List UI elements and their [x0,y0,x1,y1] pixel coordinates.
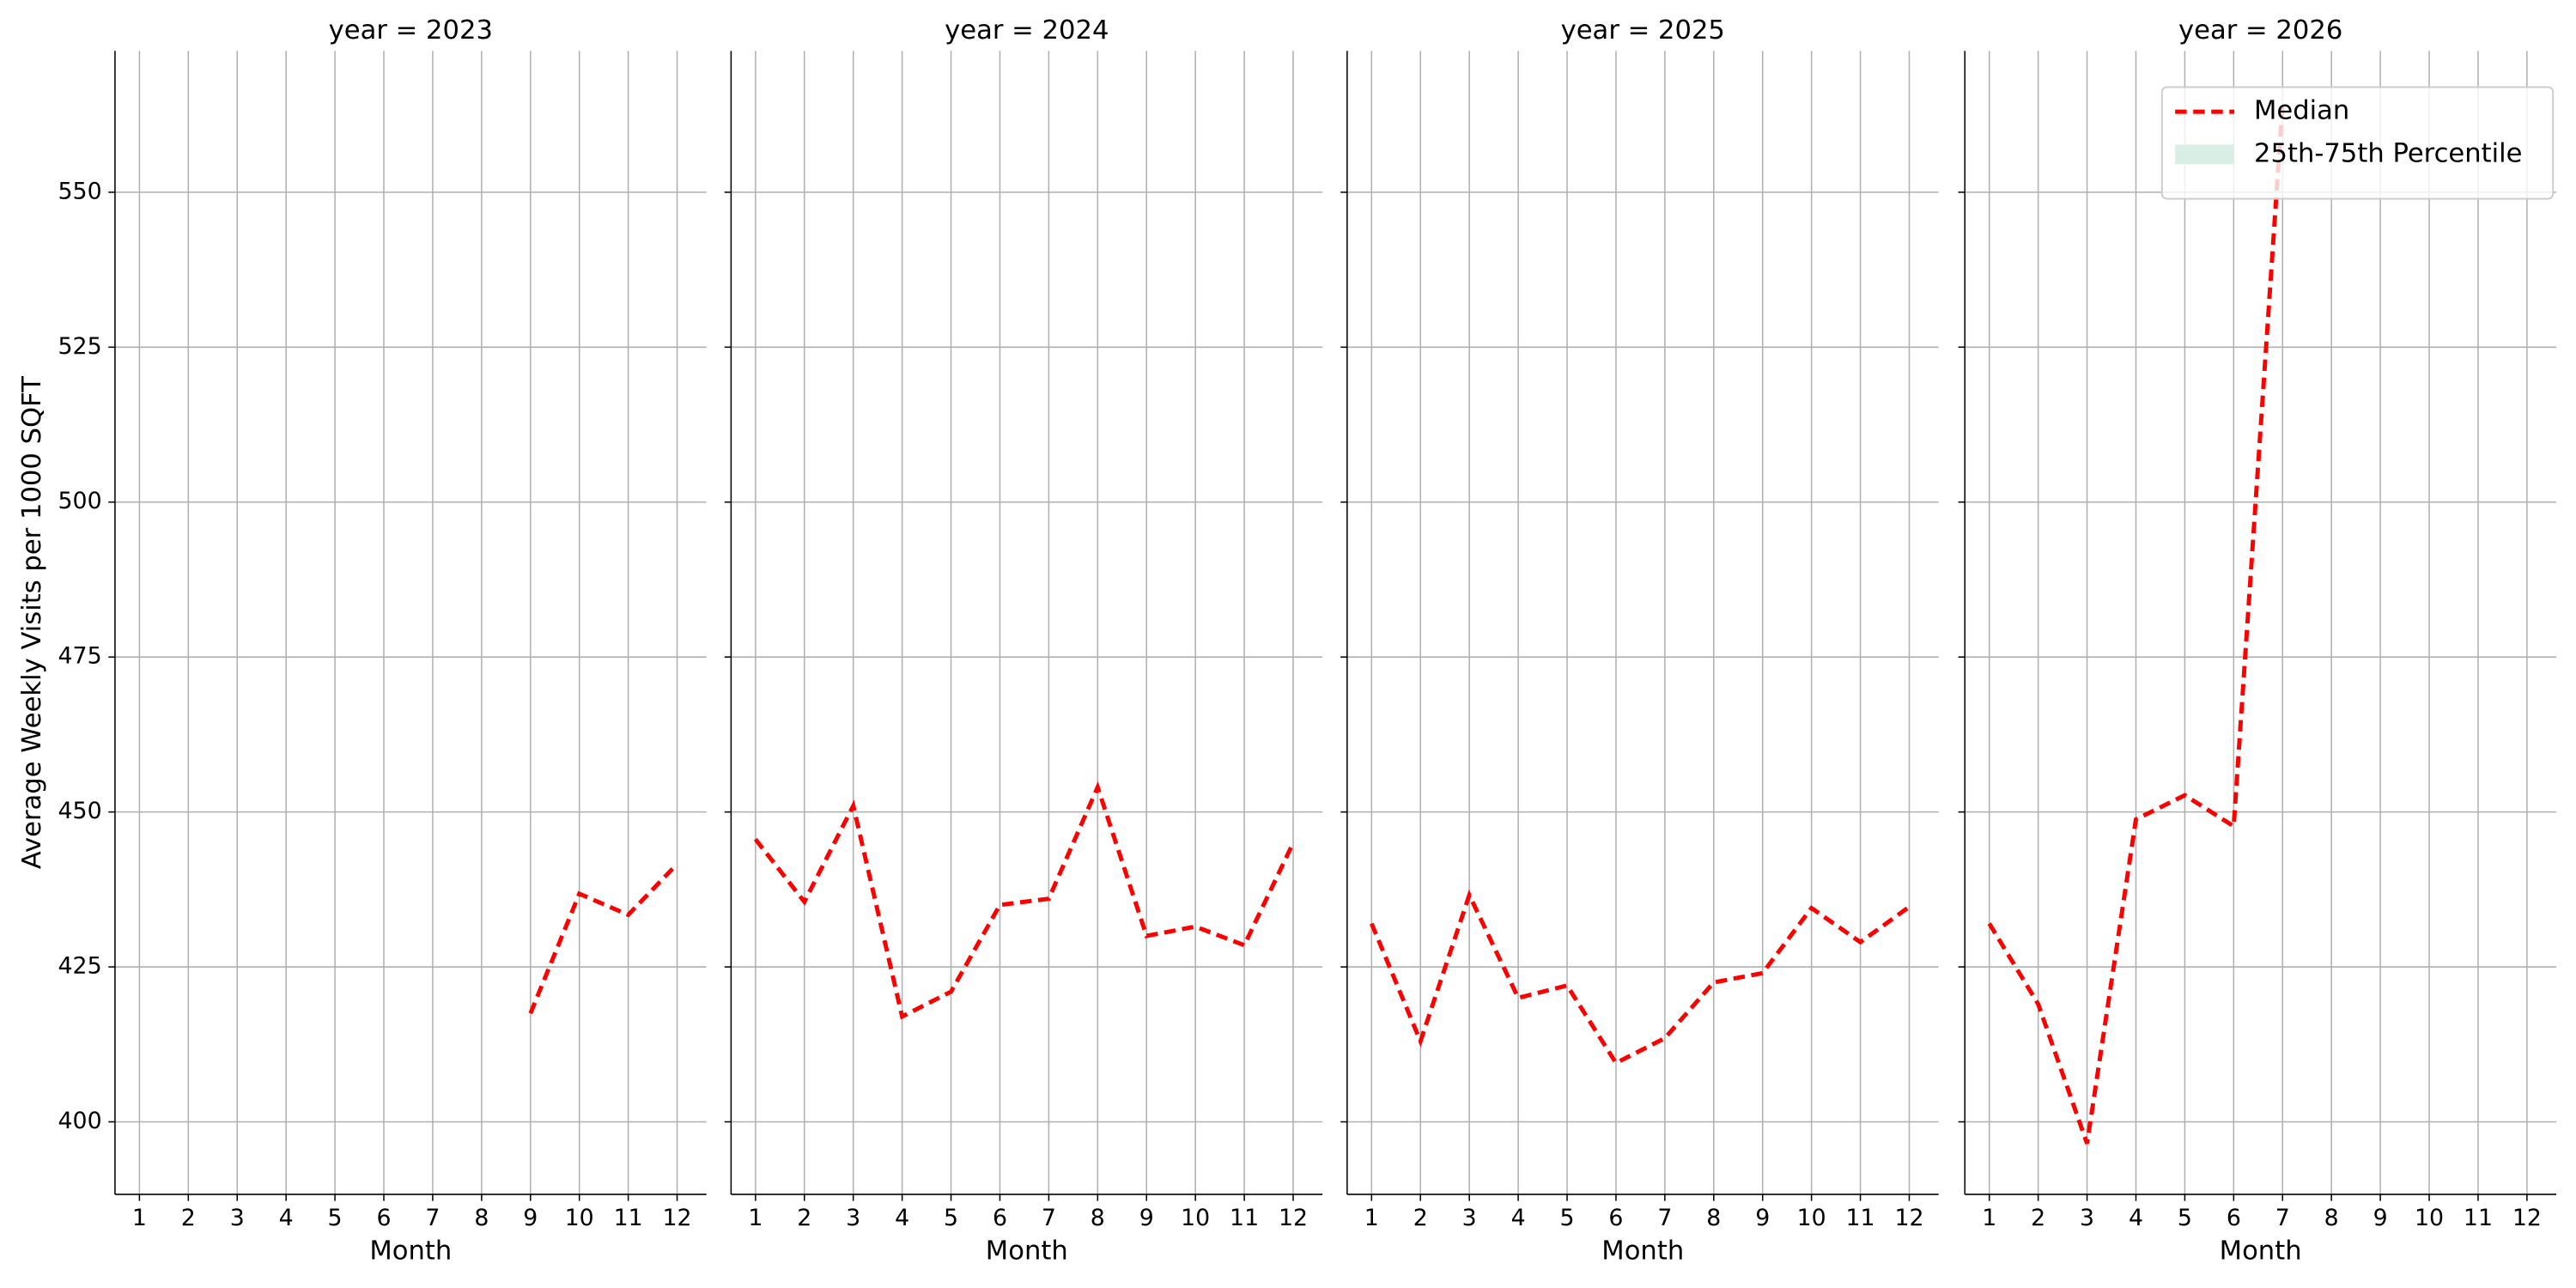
median-line [753,781,1296,1020]
x-tick-label: 4 [2129,1205,2143,1231]
legend-label: 25th-75th Percentile [2254,138,2523,168]
x-tick-label: 3 [230,1205,245,1231]
x-tick-label: 7 [1042,1205,1056,1231]
x-tick-label: 4 [895,1205,909,1231]
panel-title: year = 2025 [1561,15,1725,46]
x-tick-label: 6 [993,1205,1007,1231]
legend-swatch [2175,144,2235,165]
x-tick-label: 5 [328,1205,343,1231]
x-tick-label: 7 [425,1205,440,1231]
x-tick-label: 3 [1462,1205,1477,1231]
x-tick-label: 3 [846,1205,860,1231]
x-tick-label: 12 [1894,1205,1923,1231]
x-tick-label: 8 [2324,1205,2339,1231]
x-tick-label: 11 [1230,1205,1259,1231]
x-tick-label: 1 [748,1205,762,1231]
x-tick-label: 8 [1706,1205,1721,1231]
x-tick-label: 6 [1608,1205,1623,1231]
x-axis-label: Month [369,1236,452,1266]
y-tick-label: 475 [58,643,102,670]
y-tick-label: 550 [58,178,102,204]
x-tick-label: 6 [2227,1205,2241,1231]
x-tick-label: 10 [1181,1205,1210,1231]
x-tick-label: 2 [797,1205,811,1231]
x-axis-label: Month [986,1236,1068,1266]
x-tick-label: 5 [944,1205,958,1231]
x-axis-label: Month [1601,1236,1684,1266]
x-tick-label: 5 [1560,1205,1575,1231]
x-tick-label: 4 [279,1205,294,1231]
x-axis-label: Month [2220,1236,2302,1266]
x-tick-label: 7 [2275,1205,2290,1231]
legend-frame [2160,86,2555,200]
x-tick-label: 6 [376,1205,391,1231]
legend: Median 25th-75th Percentile [2160,86,2555,200]
x-tick-label: 1 [1364,1205,1379,1231]
x-tick-label: 1 [1982,1205,1996,1231]
median-line [1370,889,1911,1066]
panel-title: year = 2024 [945,15,1109,46]
x-tick-label: 9 [2373,1205,2388,1231]
median-line [528,862,679,1015]
x-tick-label: 3 [2080,1205,2094,1231]
y-tick-label: 425 [58,953,102,980]
legend-label: Median [2254,96,2349,126]
panel-title: year = 2026 [2178,15,2342,46]
y-tick-label: 400 [58,1108,102,1134]
x-tick-label: 5 [2178,1205,2192,1231]
x-tick-label: 10 [1797,1205,1826,1231]
x-tick-label: 4 [1511,1205,1526,1231]
x-tick-label: 2 [181,1205,196,1231]
x-tick-label: 9 [1755,1205,1770,1231]
x-tick-label: 10 [2415,1205,2444,1231]
x-tick-label: 12 [663,1205,692,1231]
x-tick-label: 9 [1139,1205,1154,1231]
x-tick-label: 11 [614,1205,643,1231]
x-tick-label: 12 [2512,1205,2542,1231]
y-tick-label: 500 [58,488,102,514]
y-tick-label: 450 [58,798,102,824]
y-axis-label: Average Weekly Visits per 1000 SQFT [17,376,47,869]
x-tick-label: 10 [565,1205,594,1231]
x-tick-label: 9 [523,1205,538,1231]
y-tick-label: 525 [58,333,102,360]
x-tick-label: 7 [1657,1205,1672,1231]
x-tick-label: 1 [132,1205,147,1231]
x-tick-label: 2 [1413,1205,1428,1231]
x-tick-label: 11 [1846,1205,1875,1231]
x-tick-label: 8 [1091,1205,1105,1231]
x-tick-label: 2 [2031,1205,2045,1231]
median-line [1987,103,2285,1145]
x-tick-label: 11 [2464,1205,2493,1231]
x-tick-label: 12 [1279,1205,1308,1231]
panel-title: year = 2023 [329,15,493,46]
x-tick-label: 8 [474,1205,489,1231]
